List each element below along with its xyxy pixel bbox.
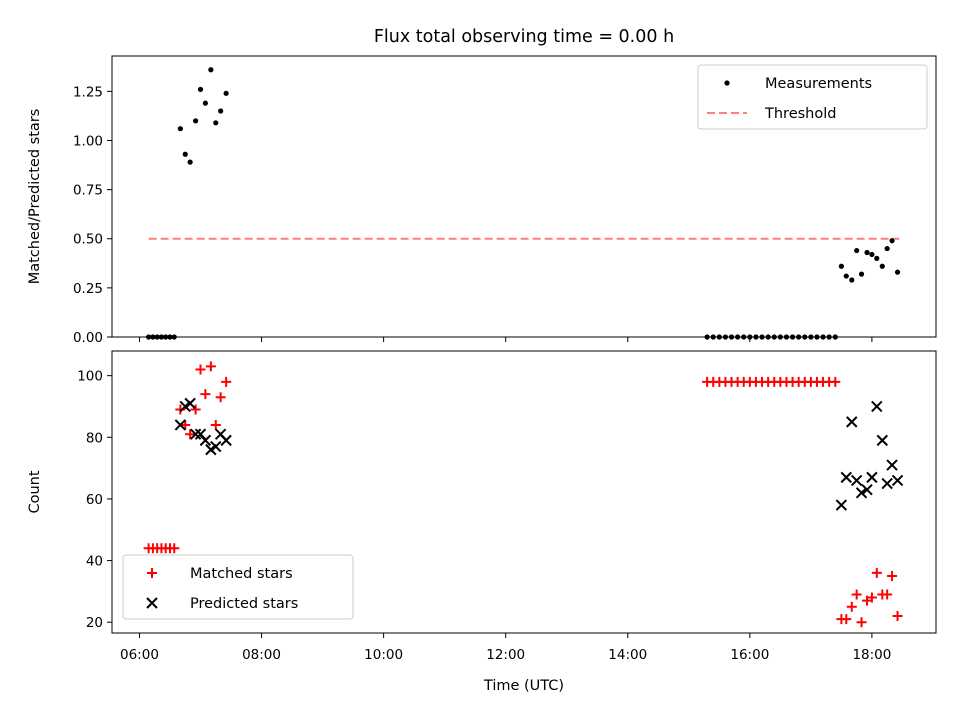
data-point — [864, 249, 870, 256]
y-tick-label: 1.25 — [73, 84, 103, 100]
chart-title: Flux total observing time = 0.00 h — [374, 27, 674, 47]
data-point — [208, 67, 214, 73]
y-tick-label: 100 — [77, 369, 103, 385]
data-point — [175, 404, 186, 415]
data-point — [220, 434, 232, 447]
x-tick-label: 14:00 — [608, 647, 647, 663]
data-point — [854, 247, 860, 254]
legend-box — [122, 554, 354, 620]
top-panel: 0.00 0.25 0.50 0.75 1.00 1.25 Matched/Predicte… — [27, 55, 937, 346]
data-point — [889, 238, 895, 244]
data-point — [879, 263, 885, 269]
y-axis-label: Matched/Predicted stars — [27, 109, 43, 285]
data-point — [849, 277, 855, 283]
y-tick-label: 1.00 — [73, 133, 103, 149]
data-point — [846, 416, 858, 428]
data-point — [197, 86, 204, 93]
data-point — [869, 251, 875, 258]
bottom-panel: 20 40 60 80 100 06:00 08:00 10:00 12:00 14:00 16:0… — [27, 350, 937, 663]
y-tick-label: 0.00 — [73, 330, 103, 346]
y-tick-label: 20 — [86, 615, 103, 631]
axes-frame — [111, 55, 937, 338]
data-point — [195, 364, 206, 375]
data-point — [189, 428, 202, 440]
y-tick-label: 80 — [86, 430, 103, 446]
axes-frame — [111, 350, 937, 634]
legend-marker — [724, 80, 730, 86]
data-point — [881, 477, 893, 490]
data-point — [221, 376, 232, 387]
data-point — [892, 611, 903, 622]
data-point — [858, 271, 865, 277]
data-point — [177, 126, 183, 132]
data-point — [838, 263, 844, 269]
data-point — [169, 543, 180, 554]
data-point — [843, 273, 849, 279]
data-point — [200, 389, 211, 400]
legend-entry: Measurements — [765, 76, 872, 92]
y-tick-label: 0.25 — [73, 281, 103, 297]
legend-marker — [146, 597, 158, 609]
data-point — [215, 392, 226, 403]
legend-box — [697, 64, 928, 130]
data-point — [174, 419, 187, 431]
data-point — [874, 255, 880, 261]
data-point — [210, 419, 221, 430]
data-point — [871, 400, 883, 413]
data-point — [202, 100, 208, 106]
x-tick-label: 10:00 — [364, 647, 403, 663]
y-tick-label: 60 — [86, 492, 103, 508]
data-point — [866, 592, 877, 603]
data-point — [894, 269, 901, 275]
data-point — [846, 601, 857, 612]
data-point — [887, 570, 898, 581]
x-tick-label: 08:00 — [242, 647, 281, 663]
data-point — [218, 108, 224, 114]
data-point — [213, 120, 219, 126]
x-tick-label: 16:00 — [730, 647, 769, 663]
data-point — [866, 471, 878, 484]
data-point — [193, 118, 199, 124]
legend-entry: Threshold — [764, 106, 836, 122]
y-tick-label: 0.75 — [73, 183, 103, 199]
data-point — [185, 429, 196, 440]
data-point — [210, 440, 222, 453]
data-point — [182, 151, 188, 157]
x-tick-label: 18:00 — [852, 647, 891, 663]
data-point — [187, 159, 193, 165]
data-point — [886, 459, 898, 471]
x-tick-label: 06:00 — [120, 647, 159, 663]
data-point — [835, 499, 848, 511]
legend-entry: Matched stars — [190, 566, 293, 582]
y-tick-label: 0.50 — [73, 232, 103, 248]
data-point — [850, 474, 863, 487]
legend-marker — [147, 568, 157, 578]
x-tick-label: 12:00 — [486, 647, 525, 663]
data-point — [876, 434, 888, 447]
data-point — [840, 471, 852, 484]
x-axis-label: Time (UTC) — [483, 678, 564, 694]
data-point — [882, 589, 893, 600]
data-point — [830, 376, 841, 387]
data-point — [205, 361, 216, 372]
data-point — [180, 419, 191, 430]
data-point — [223, 90, 229, 96]
data-point — [884, 245, 890, 252]
data-point — [855, 487, 868, 499]
data-point — [861, 483, 873, 496]
data-point — [871, 567, 882, 578]
y-tick-label: 40 — [86, 554, 103, 570]
data-point — [184, 397, 196, 410]
y-axis-label: Count — [27, 470, 43, 513]
data-point — [190, 404, 201, 415]
data-point — [851, 589, 862, 600]
data-point — [856, 617, 867, 628]
data-point — [199, 434, 212, 447]
legend-entry: Predicted stars — [190, 596, 298, 612]
data-point — [891, 474, 904, 487]
data-point — [841, 614, 852, 625]
